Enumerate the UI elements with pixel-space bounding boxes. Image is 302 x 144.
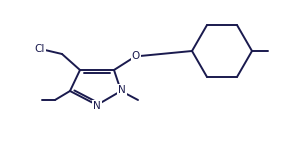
Text: Cl: Cl [35,44,45,54]
Text: N: N [93,101,101,111]
Text: O: O [132,51,140,61]
Text: N: N [118,85,126,95]
